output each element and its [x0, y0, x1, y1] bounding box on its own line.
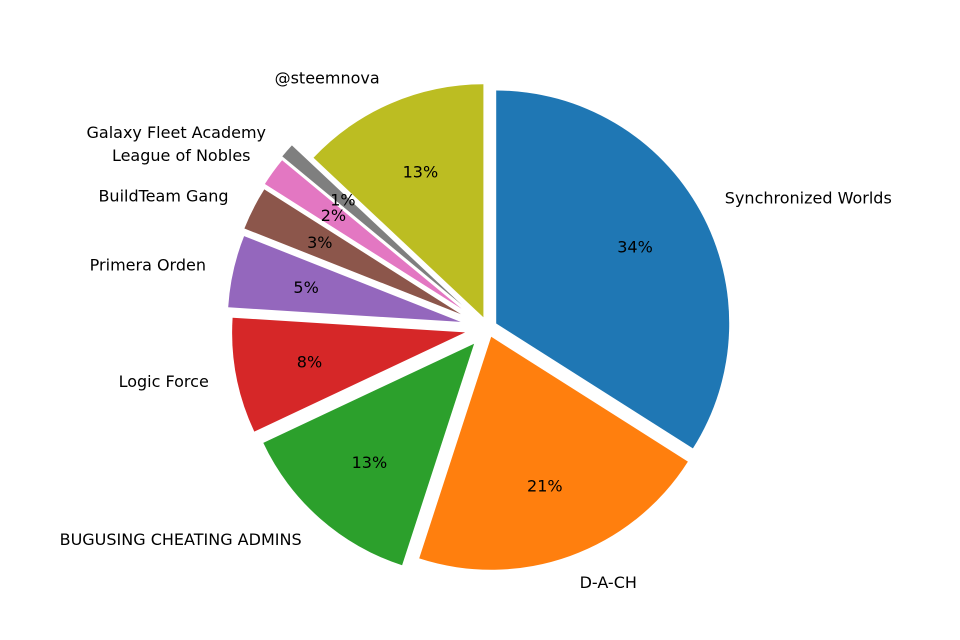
pie-slice-2 — [263, 343, 475, 566]
pie-percent-label-7: 1% — [330, 191, 355, 210]
pie-percent-label-1: 21% — [527, 476, 563, 495]
pie-percent-label-4: 5% — [293, 278, 318, 297]
pie-percent-label-6: 2% — [321, 206, 346, 225]
pie-category-label-6: League of Nobles — [112, 146, 251, 165]
pie-percent-label-8: 13% — [403, 162, 439, 181]
pie-slice-6 — [264, 160, 462, 309]
pie-percent-label-2: 13% — [352, 453, 388, 472]
pie-percent-label-3: 8% — [297, 353, 322, 372]
pie-category-label-7: Galaxy Fleet Academy — [87, 123, 267, 142]
pie-category-label-4: Primera Orden — [90, 256, 206, 275]
pie-category-label-2: BUGUSING CHEATING ADMINS — [60, 530, 302, 549]
pie-slice-5 — [244, 189, 461, 315]
pie-percent-label-5: 3% — [307, 233, 332, 252]
pie-slice-4 — [228, 236, 461, 322]
pie-slice-3 — [232, 317, 466, 432]
pie-slice-7 — [282, 145, 462, 305]
pie-category-label-0: Synchronized Worlds — [725, 188, 892, 207]
pie-percent-label-0: 34% — [617, 238, 653, 257]
pie-category-label-5: BuildTeam Gang — [98, 186, 228, 205]
pie-slice-0 — [496, 90, 730, 449]
pie-slice-1 — [419, 336, 688, 570]
pie-category-label-1: D-A-CH — [580, 573, 637, 592]
pie-category-label-3: Logic Force — [119, 372, 209, 391]
pie-category-label-8: @steemnova — [275, 68, 380, 87]
pie-slice-8 — [313, 84, 484, 318]
